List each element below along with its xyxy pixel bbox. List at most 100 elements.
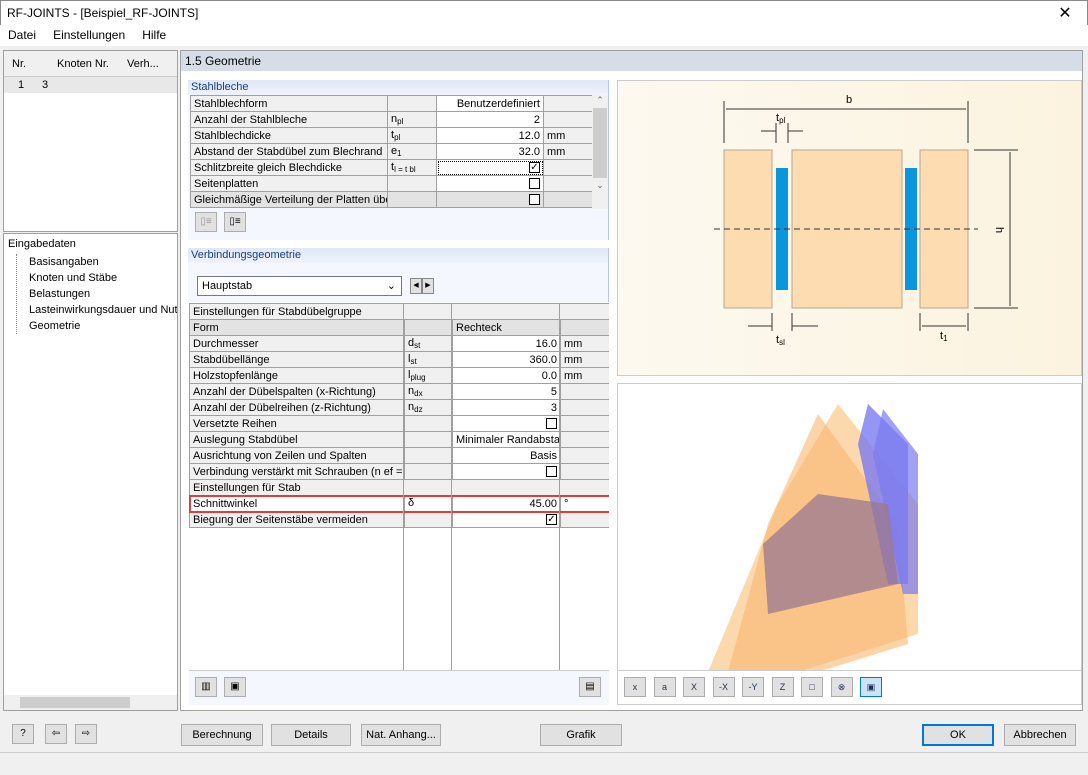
grafik-button[interactable]: Grafik [540, 724, 622, 746]
view-x-icon[interactable]: X [683, 677, 705, 697]
table-row[interactable]: Schnittwinkel δ 45.00 ° [189, 494, 609, 513]
horizontal-scrollbar[interactable] [4, 695, 177, 710]
row-value[interactable]: 2 [436, 111, 544, 128]
menu-datei[interactable]: Datei [8, 28, 37, 42]
details-button[interactable]: Details [271, 724, 351, 746]
save-icon[interactable]: ▣ [224, 677, 246, 697]
row-value[interactable]: Basis [452, 447, 561, 464]
previous-page-icon[interactable]: ⇦ [45, 724, 67, 744]
checkbox[interactable] [546, 466, 557, 478]
node-list: Nr. Knoten Nr. Verh... 1 3 [3, 50, 178, 232]
col-nr[interactable]: Nr. [12, 58, 27, 70]
view-toolbar: x a X -X -Y Z □ ⊗ ▣ [617, 671, 1082, 705]
row-value[interactable]: 45.00 [452, 495, 561, 512]
3d-view[interactable] [617, 383, 1082, 671]
table-row[interactable]: Abstand der Stabdübel zum Blechrand e1 3… [190, 143, 595, 160]
import-icon[interactable]: ▯≡ [195, 212, 217, 232]
table-row[interactable]: Stahlblechdicke tpl 12.0 mm [190, 127, 595, 144]
table-row[interactable]: Gleichmäßige Verteilung der Platten übe [190, 191, 595, 208]
table-row[interactable]: Holzstopfenlänge lplug 0.0 mm [189, 367, 609, 384]
abbrechen-button[interactable]: Abbrechen [1004, 724, 1076, 746]
vertical-scrollbar[interactable]: ⌃ ⌄ [592, 95, 608, 209]
table-row[interactable]: Stahlblechform Benutzerdefiniert [190, 95, 595, 112]
table-row[interactable]: Seitenplatten [190, 175, 595, 192]
row-value[interactable]: ✓ [436, 159, 544, 176]
col-knoten[interactable]: Knoten Nr. [57, 58, 109, 70]
reset-view-icon[interactable]: ⊗ [830, 677, 853, 697]
row-label: Holzstopfenlänge [189, 367, 405, 384]
table-row[interactable]: Versetzte Reihen [189, 415, 609, 432]
table-row[interactable]: Anzahl der Dübelreihen (z-Richtung) ndz … [189, 399, 609, 416]
tree-root[interactable]: Eingabedaten [8, 238, 76, 250]
row-value[interactable]: Rechteck [452, 319, 561, 336]
row-value[interactable]: 32.0 [436, 143, 544, 160]
label-t1: t1 [940, 330, 948, 343]
view-minus-x-icon[interactable]: -X [712, 677, 735, 697]
row-value[interactable]: 3 [452, 399, 561, 416]
table-row[interactable]: Schlitzbreite gleich Blechdicke tl = t b… [190, 159, 595, 176]
dimension-x-icon[interactable]: x [624, 677, 646, 697]
table-row[interactable]: Ausrichtung von Zeilen und Spalten Basis [189, 447, 609, 464]
row-label: Stahlblechdicke [190, 127, 388, 144]
table-row[interactable]: Einstellungen für Stabdübelgruppe [189, 303, 609, 320]
table-row[interactable]: Anzahl der Stahlbleche npl 2 [190, 111, 595, 128]
table-row[interactable]: Stabdübellänge lst 360.0 mm [189, 351, 609, 368]
row-value[interactable]: 5 [452, 383, 561, 400]
checkbox[interactable] [546, 418, 557, 430]
row-value[interactable]: 0.0 [452, 367, 561, 384]
tree-item-lasteinwirkung[interactable]: Lasteinwirkungsdauer und Nutz [29, 304, 177, 316]
ok-button[interactable]: OK [922, 724, 994, 746]
menu-einstellungen[interactable]: Einstellungen [53, 28, 126, 42]
row-value[interactable] [436, 191, 544, 208]
verbindung-group: Verbindungsgeometrie Hauptstab ⌄ ◀ ▶ [188, 248, 609, 302]
screen-icon[interactable]: ▤ [579, 677, 601, 697]
berechnung-button[interactable]: Berechnung [181, 724, 263, 746]
checkbox[interactable]: ✓ [546, 514, 557, 526]
dimension-a-icon[interactable]: a [653, 677, 676, 697]
view-minus-y-icon[interactable]: -Y [742, 677, 764, 697]
close-icon[interactable]: ✕ [1058, 5, 1072, 22]
scrollbar-thumb[interactable] [20, 697, 130, 708]
row-value[interactable]: Minimaler Randabsta [452, 431, 561, 448]
row-symbol [387, 95, 437, 112]
menu-hilfe[interactable]: Hilfe [142, 28, 167, 42]
row-value[interactable]: 16.0 [452, 335, 561, 352]
row-value[interactable] [452, 415, 561, 432]
help-icon[interactable]: ? [12, 724, 34, 744]
library-icon[interactable]: ▥ [195, 677, 217, 697]
view-z-icon[interactable]: Z [771, 677, 794, 697]
row-unit [559, 415, 609, 432]
row-value[interactable]: Benutzerdefiniert [436, 95, 544, 112]
row-value[interactable]: ✓ [452, 511, 561, 528]
table-row[interactable]: Form Rechteck [189, 319, 609, 336]
tree-item-knoten[interactable]: Knoten und Stäbe [29, 272, 118, 284]
checkbox[interactable]: ✓ [529, 162, 540, 174]
row-value[interactable] [452, 463, 561, 480]
row-value[interactable]: 360.0 [452, 351, 561, 368]
col-verh[interactable]: Verh... [127, 58, 159, 70]
checkbox[interactable] [529, 194, 540, 206]
checkbox[interactable] [529, 178, 540, 190]
list-item[interactable]: 1 3 [4, 77, 177, 93]
tree-item-belastungen[interactable]: Belastungen [29, 288, 91, 300]
table-row[interactable]: Einstellungen für Stab [189, 479, 609, 496]
row-value[interactable] [436, 175, 544, 192]
transparency-icon[interactable]: ▣ [860, 677, 882, 697]
previous-button[interactable]: ◀ [410, 278, 422, 294]
member-dropdown[interactable]: Hauptstab ⌄ [197, 276, 402, 296]
next-button[interactable]: ▶ [422, 278, 434, 294]
table-row[interactable]: Anzahl der Dübelspalten (x-Richtung) ndx… [189, 383, 609, 400]
table-row[interactable]: Durchmesser dst 16.0 mm [189, 335, 609, 352]
next-page-icon[interactable]: ⇨ [75, 724, 97, 744]
tree-item-geometrie[interactable]: Geometrie [29, 320, 81, 332]
isometric-view-icon[interactable]: □ [801, 677, 823, 697]
table-row[interactable]: Verbindung verstärkt mit Schrauben (n ef… [189, 463, 609, 480]
scrollbar-thumb[interactable] [593, 108, 607, 178]
export-icon[interactable]: ▯≡ [224, 212, 246, 232]
nat-anhang-button[interactable]: Nat. Anhang... [361, 724, 441, 746]
navigation-tree: Eingabedaten Basisangaben Knoten und Stä… [3, 233, 178, 711]
table-row[interactable]: Biegung der Seitenstäbe vermeiden ✓ [189, 511, 609, 528]
tree-item-basisangaben[interactable]: Basisangaben [29, 256, 99, 268]
row-value[interactable]: 12.0 [436, 127, 544, 144]
table-row[interactable]: Auslegung Stabdübel Minimaler Randabsta [189, 431, 609, 448]
